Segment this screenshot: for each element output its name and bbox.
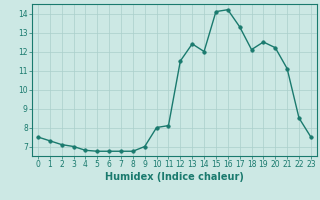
X-axis label: Humidex (Indice chaleur): Humidex (Indice chaleur) (105, 172, 244, 182)
